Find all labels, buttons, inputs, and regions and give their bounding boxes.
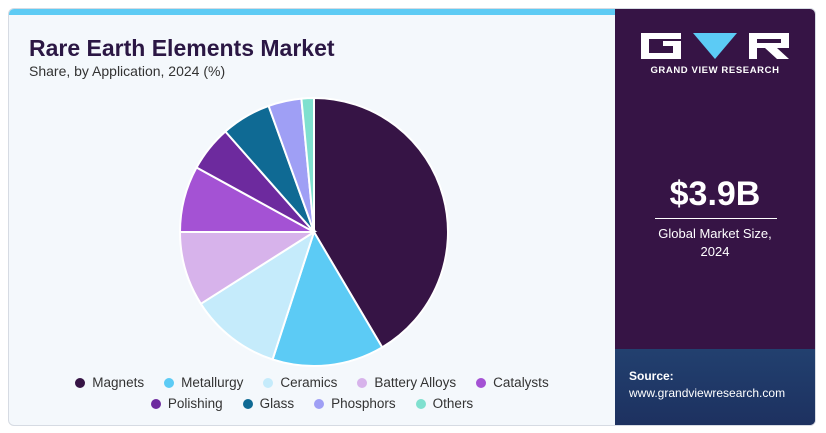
legend-swatch xyxy=(164,377,175,388)
market-size-label-line2: 2024 xyxy=(700,244,730,259)
legend-swatch xyxy=(357,377,368,388)
legend-swatch xyxy=(263,377,274,388)
pie-slice-others xyxy=(300,96,315,233)
legend-item-battery-alloys: Battery Alloys xyxy=(357,375,456,390)
legend-swatch xyxy=(476,377,487,388)
pie-chart xyxy=(178,96,449,367)
divider xyxy=(655,218,777,219)
market-size-label-line1: Global Market Size, xyxy=(658,226,772,241)
infographic-card: Rare Earth Elements Market Share, by App… xyxy=(8,8,816,426)
source-label: Source: xyxy=(629,369,674,383)
legend-item-metallurgy: Metallurgy xyxy=(164,375,243,390)
legend-item-glass: Glass xyxy=(242,396,295,411)
legend-swatch xyxy=(415,398,426,409)
pie-slice-magnets xyxy=(313,96,449,349)
market-size-value: $3.9B xyxy=(669,175,761,213)
legend-swatch xyxy=(314,398,325,409)
legend-label: Ceramics xyxy=(280,375,338,390)
chart-title: Rare Earth Elements Market xyxy=(29,35,335,61)
legend-swatch xyxy=(150,398,161,409)
legend-label: Phosphors xyxy=(331,396,396,411)
source-panel: Source: www.grandviewresearch.com xyxy=(615,349,815,425)
accent-bar xyxy=(9,9,615,15)
pie-slice-ceramics xyxy=(199,229,316,361)
legend-item-polishing: Polishing xyxy=(150,396,223,411)
brand-name: GRAND VIEW RESEARCH xyxy=(650,65,780,76)
legend-label: Metallurgy xyxy=(181,375,244,390)
market-size-label: Global Market Size, 2024 xyxy=(615,225,815,261)
legend-label: Catalysts xyxy=(493,375,549,390)
grand-view-research-logo xyxy=(641,33,789,59)
legend-label: Magnets xyxy=(92,375,145,390)
legend-swatch xyxy=(242,398,253,409)
legend-item-magnets: Magnets xyxy=(75,375,144,390)
legend-item-others: Others xyxy=(415,396,474,411)
legend-item-catalysts: Catalysts xyxy=(476,375,549,390)
legend-label: Glass xyxy=(259,396,295,411)
legend-row-1: Magnets Metallurgy Ceramics Battery Alloys C… xyxy=(9,375,615,390)
legend-label: Others xyxy=(432,396,474,411)
legend-label: Battery Alloys xyxy=(374,375,457,390)
legend-item-phosphors: Phosphors xyxy=(314,396,396,411)
pie-slice-metallurgy xyxy=(271,229,384,367)
legend-item-ceramics: Ceramics xyxy=(263,375,337,390)
sidebar-panel: GRAND VIEW RESEARCH $3.9B Global Market … xyxy=(615,9,815,425)
legend-label: Polishing xyxy=(167,396,223,411)
legend-swatch xyxy=(75,377,86,388)
legend-row-2: Polishing Glass Phosphors Others xyxy=(9,396,615,411)
source-url[interactable]: www.grandviewresearch.com xyxy=(629,386,786,400)
chart-subtitle: Share, by Application, 2024 (%) xyxy=(29,63,226,79)
